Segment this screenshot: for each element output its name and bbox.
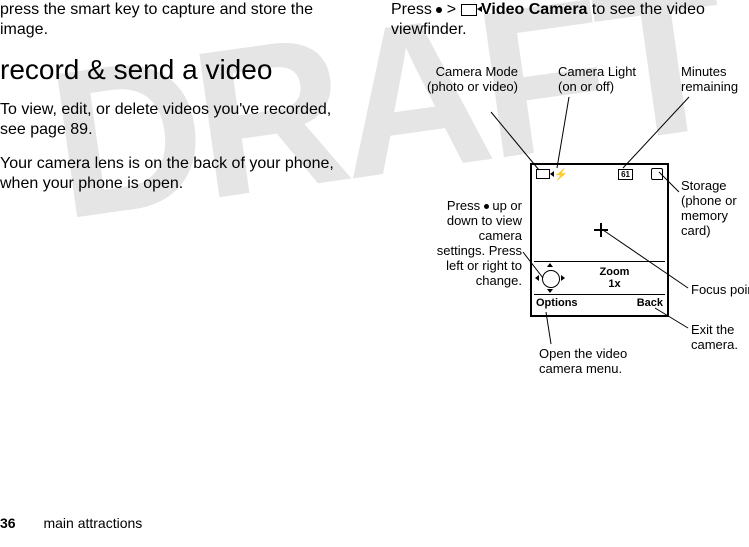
storage-icon [651,168,663,180]
viewfinder-diagram: Camera Mode (photo or video) Camera Ligh… [391,50,749,410]
label-open-video-menu: Open the video camera menu. [539,346,649,376]
status-bar: ⚡ 61 [534,167,665,181]
minutes-counter: 61 [618,169,633,180]
page-content: press the smart key to capture and store… [0,0,749,547]
zoom-bar: Zoom 1x [534,261,665,295]
label-camera-light: Camera Light (on or off) [558,64,648,94]
focus-crosshair-icon [594,223,608,237]
section-title: main attractions [43,515,142,531]
paragraph-press-smart-key: press the smart key to capture and store… [0,0,350,40]
softkey-options[interactable]: Options [536,297,578,313]
label-storage: Storage (phone or memory card) [681,178,749,238]
flash-icon: ⚡ [554,168,568,181]
left-column: press the smart key to capture and store… [0,0,350,208]
softkey-bar: Options Back [536,297,663,313]
label-focus-point: Focus point [691,282,749,297]
page-number: 36 [0,515,16,531]
label-exit-camera: Exit the camera. [691,322,749,352]
zoom-label: Zoom [564,266,665,278]
right-column: Press > Video Camera to see the video vi… [391,0,749,54]
viewfinder-screen: ⚡ 61 Zoom 1x Options [530,163,669,317]
softkey-back[interactable]: Back [637,297,663,313]
zoom-text: Zoom 1x [564,266,665,290]
zoom-value: 1x [564,278,665,290]
label-press-nav: Press up or down to view camera settings… [434,198,522,288]
video-camera-icon [461,4,477,16]
paragraph-press-video-camera: Press > Video Camera to see the video vi… [391,0,749,40]
paragraph-view-edit-delete: To view, edit, or delete videos you've r… [0,100,350,140]
text-press-word: Press [447,198,484,213]
label-minutes-remaining: Minutes remaining [681,64,749,94]
camcorder-icon [536,169,550,179]
label-camera-mode: Camera Mode (photo or video) [419,64,518,94]
heading-record-send-video: record & send a video [0,54,350,86]
text-press: Press [391,1,436,18]
dpad-icon [536,264,564,292]
text-video-camera: Video Camera [481,1,587,18]
page-footer: 36 main attractions [0,515,142,531]
text-sep: > [442,1,460,18]
paragraph-camera-lens: Your camera lens is on the back of your … [0,154,350,194]
